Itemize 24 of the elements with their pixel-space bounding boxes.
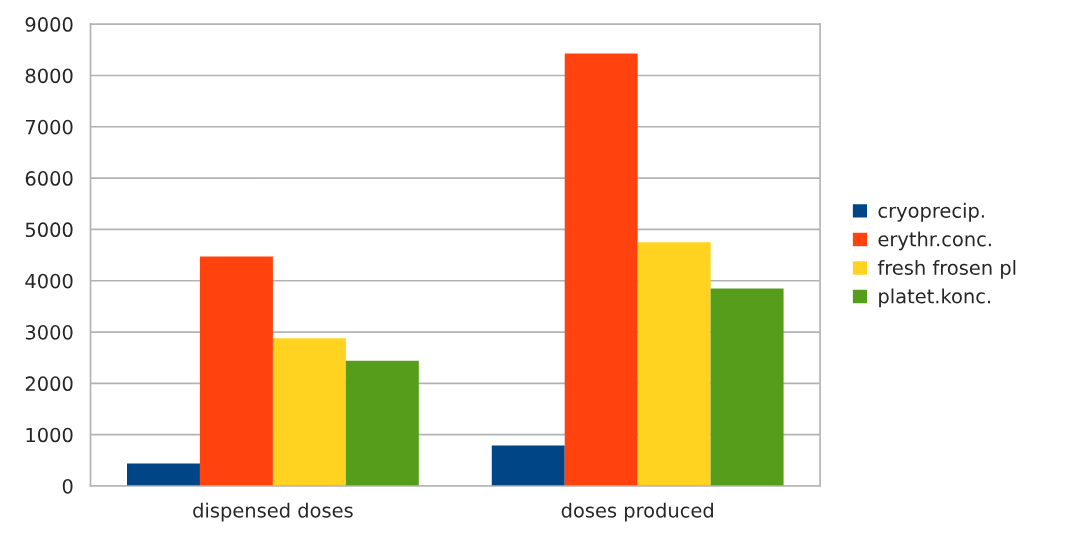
legend-label: fresh frosen pl	[877, 259, 1016, 279]
x-tick-label: dispensed doses	[193, 502, 353, 522]
legend-label: platet.konc.	[879, 288, 991, 308]
legend-label: cryoprecip.	[878, 202, 984, 222]
legend-label: erythr.conc.	[878, 231, 991, 251]
y-tick-label: 5000	[25, 222, 73, 238]
y-tick-label: 6000	[25, 171, 73, 186]
bar	[491, 445, 565, 486]
y-tick-label: 9000	[25, 17, 73, 32]
bar	[345, 360, 419, 486]
x-tick-label: doses produced	[561, 502, 713, 522]
bar	[272, 338, 346, 486]
y-tick-label: 4000	[25, 273, 73, 289]
y-tick-label: 8000	[25, 68, 73, 84]
y-tick-label: 3000	[25, 325, 73, 340]
y-tick-label: 2000	[25, 376, 73, 392]
bar	[199, 256, 273, 486]
bar	[564, 53, 638, 486]
y-tick-label: 1000	[26, 427, 73, 443]
y-tick-label: 0	[62, 478, 73, 494]
bar	[710, 288, 784, 486]
y-tick-label: 7000	[25, 119, 73, 135]
bar	[637, 242, 711, 486]
bar	[127, 463, 200, 486]
